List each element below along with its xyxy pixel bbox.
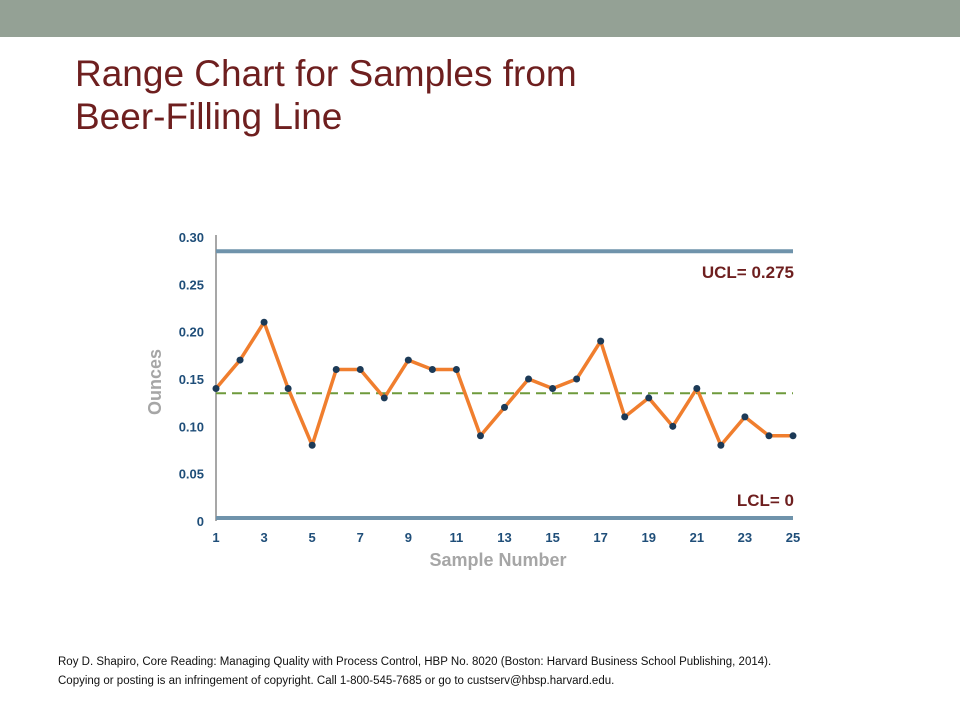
citation: Roy D. Shapiro, Core Reading: Managing Q… <box>58 653 938 691</box>
data-point <box>549 384 557 392</box>
data-point <box>525 375 533 383</box>
control-limits <box>216 249 793 520</box>
slide-title-line-2: Beer-Filling Line <box>75 96 343 137</box>
data-point <box>597 337 605 345</box>
data-point <box>669 422 677 430</box>
x-tick-label: 23 <box>738 530 752 545</box>
slide-title: Range Chart for Samples from Beer-Fillin… <box>75 52 895 138</box>
x-axis-label: Sample Number <box>429 550 566 570</box>
data-point <box>380 394 388 402</box>
y-axis-label: Ounces <box>145 349 165 415</box>
data-point <box>501 403 508 411</box>
lcl-label: LCL= 0 <box>737 491 794 510</box>
y-tick-label: 0.25 <box>179 277 204 292</box>
data-point <box>236 356 244 364</box>
x-tick-label: 19 <box>642 530 656 545</box>
x-tick-label: 25 <box>786 530 800 545</box>
data-point <box>789 432 797 440</box>
data-point <box>717 441 725 449</box>
data-point <box>476 432 484 440</box>
y-tick-label: 0.05 <box>179 467 204 482</box>
y-tick-label: 0 <box>197 514 204 529</box>
data-point <box>452 366 460 374</box>
data-point <box>404 356 412 364</box>
x-tick-label: 11 <box>450 530 464 545</box>
x-tick-label: 21 <box>690 530 704 545</box>
y-tick-label: 0.30 <box>179 230 204 245</box>
x-tick-label: 7 <box>357 530 364 545</box>
range-series <box>212 318 797 449</box>
x-tick-label: 1 <box>212 530 219 545</box>
x-tick-label: 3 <box>260 530 267 545</box>
x-tick-label: 15 <box>545 530 559 545</box>
data-point <box>428 366 436 374</box>
data-point <box>284 384 292 392</box>
x-tick-label: 5 <box>309 530 316 545</box>
data-point <box>260 318 268 326</box>
data-point <box>356 366 364 374</box>
data-point <box>332 366 340 374</box>
citation-line-1: Roy D. Shapiro, Core Reading: Managing Q… <box>58 656 772 668</box>
data-point <box>741 413 749 421</box>
data-point <box>645 394 653 402</box>
x-tick-label: 17 <box>593 530 607 545</box>
data-point <box>212 384 220 392</box>
y-tick-label: 0.15 <box>179 372 204 387</box>
data-point <box>573 375 581 383</box>
slide-title-line-1: Range Chart for Samples from <box>75 53 577 94</box>
data-point <box>765 432 773 440</box>
data-point <box>693 384 701 392</box>
data-point <box>621 413 629 421</box>
ucl-label: UCL= 0.275 <box>702 263 794 282</box>
y-tick-label: 0.20 <box>179 325 204 340</box>
citation-line-2: Copying or posting is an infringement of… <box>58 675 615 687</box>
x-tick-label: 13 <box>497 530 511 545</box>
x-tick-label: 9 <box>405 530 412 545</box>
data-point <box>308 441 316 449</box>
series-line <box>214 320 793 448</box>
y-tick-label: 0.10 <box>179 419 204 434</box>
header-bar <box>0 0 960 37</box>
